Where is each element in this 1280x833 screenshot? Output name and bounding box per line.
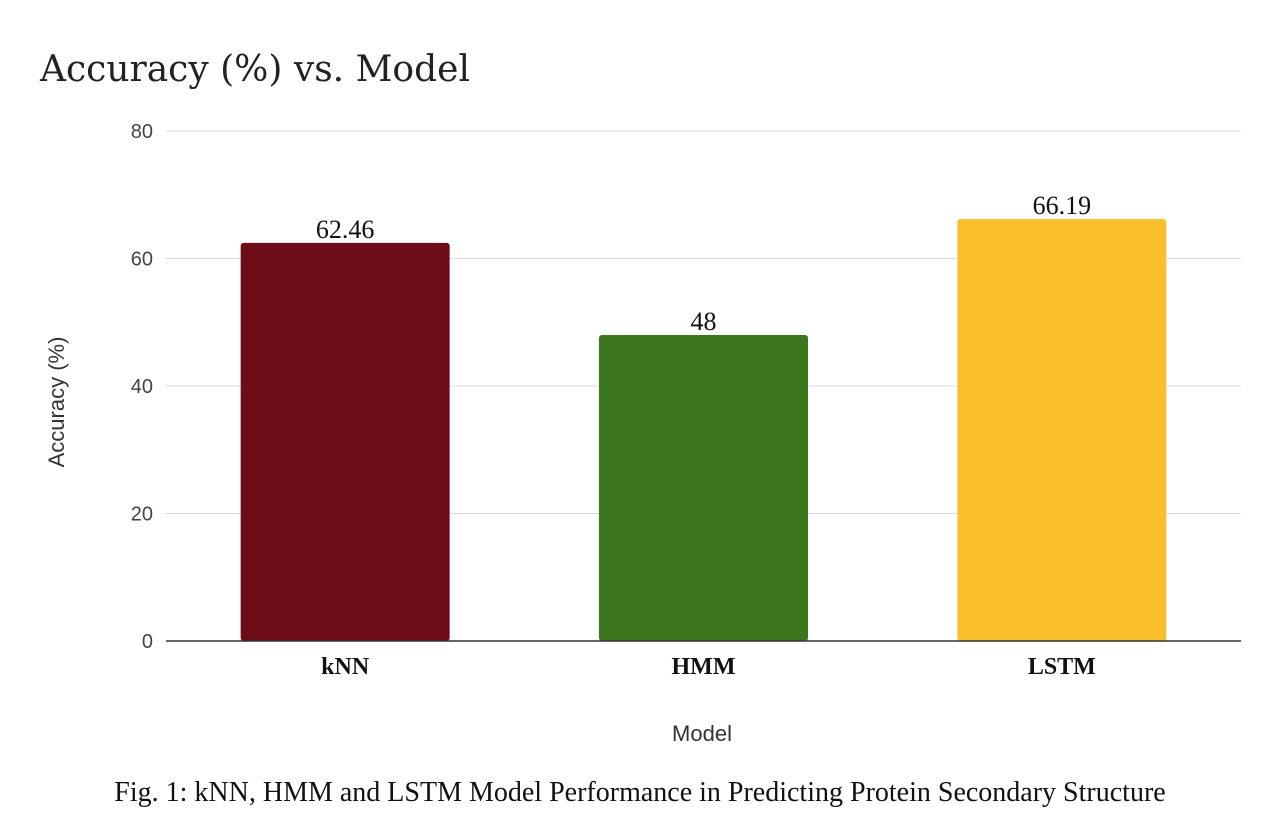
- data-label-lstm: 66.19: [1033, 191, 1092, 220]
- x-axis-label: Model: [672, 721, 732, 746]
- bar-lstm: [957, 219, 1167, 641]
- bar-hmm: [599, 335, 808, 641]
- bars: [240, 219, 1167, 641]
- y-tick-label-0: 0: [142, 631, 153, 653]
- y-axis-tick-labels: 0 20 40 60 80: [131, 121, 153, 653]
- data-label-hmm: 48: [691, 307, 717, 336]
- x-axis-category-labels: kNN HMM LSTM: [321, 654, 1096, 680]
- bar-knn: [240, 242, 450, 641]
- y-axis-label: Accuracy (%): [44, 337, 69, 468]
- data-labels: 62.46 48 66.19: [316, 191, 1091, 336]
- figure-caption: Fig. 1: kNN, HMM and LSTM Model Performa…: [114, 777, 1165, 808]
- y-tick-label-20: 20: [131, 504, 153, 526]
- y-tick-label-80: 80: [131, 121, 153, 143]
- y-tick-label-40: 40: [131, 376, 153, 398]
- x-tick-label-knn: kNN: [321, 654, 370, 680]
- data-label-knn: 62.46: [316, 215, 375, 244]
- y-tick-label-60: 60: [131, 249, 153, 271]
- chart-title: Accuracy (%) vs. Model: [39, 49, 470, 90]
- x-tick-label-hmm: HMM: [672, 654, 736, 680]
- x-tick-label-lstm: LSTM: [1028, 654, 1096, 680]
